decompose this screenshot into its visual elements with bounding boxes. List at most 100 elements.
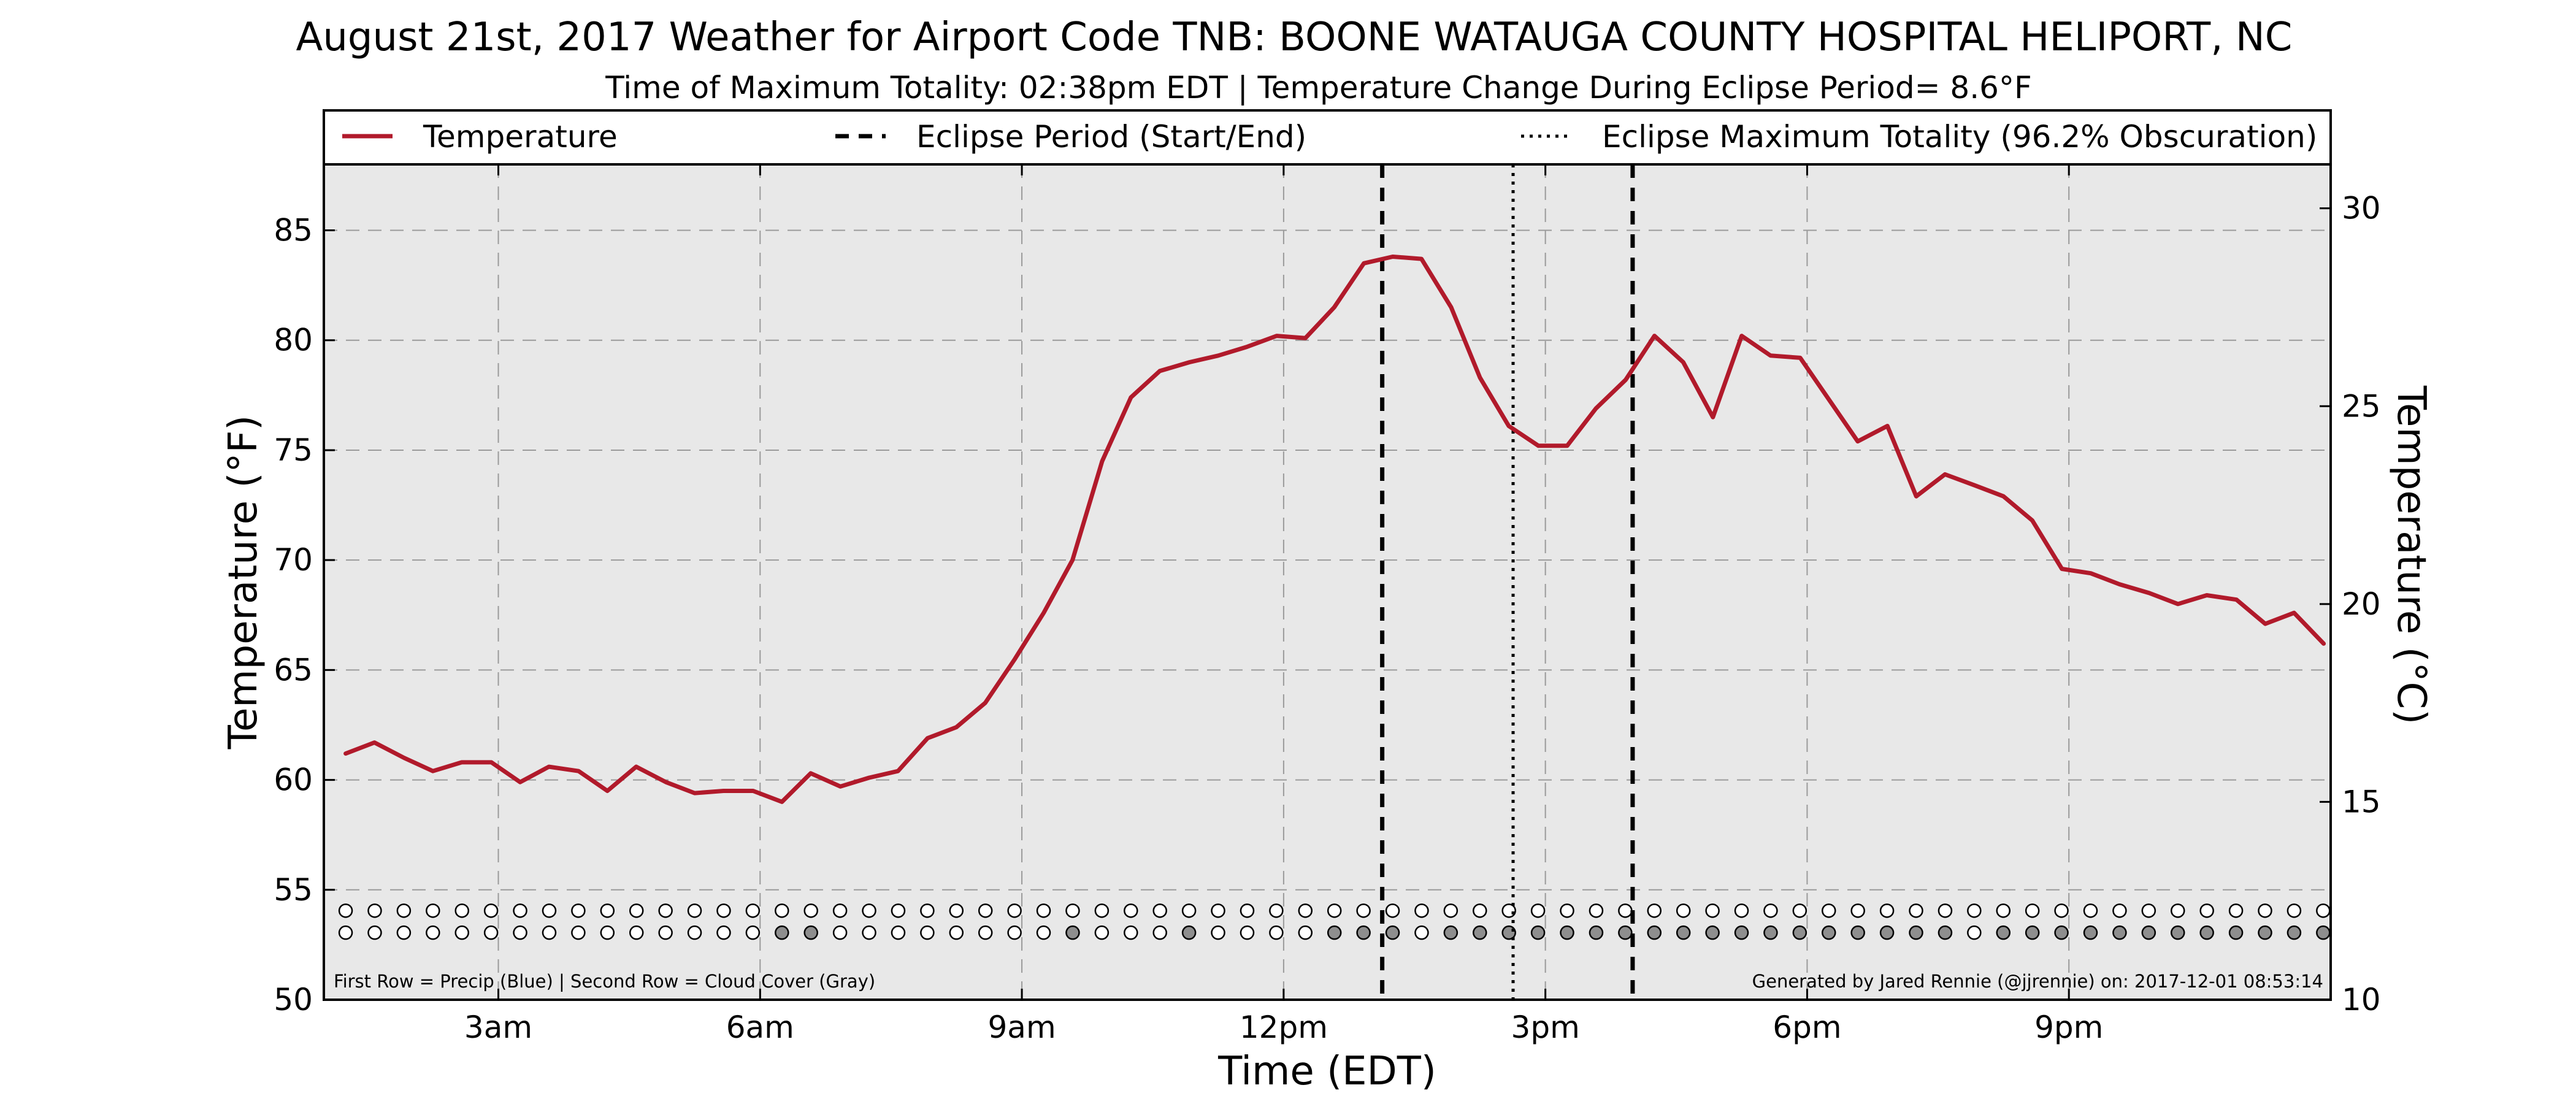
cloud-cover-dot <box>1938 925 1953 940</box>
precip-dot <box>483 903 499 918</box>
y-tick-label: 65 <box>274 652 313 688</box>
precip-dot <box>2316 903 2331 918</box>
cloud-cover-dot <box>2316 925 2331 940</box>
generated-by-note: Generated by Jared Rennie (@jjrennie) on… <box>1752 971 2323 992</box>
cloud-cover-dot <box>1909 925 1923 940</box>
precip-dot <box>1705 903 1720 918</box>
cloud-cover-dot <box>891 925 906 940</box>
precip-dot <box>1269 903 1284 918</box>
precip-dot <box>716 903 731 918</box>
cloud-cover-dot <box>658 925 673 940</box>
precip-dot <box>658 903 673 918</box>
precip-dot <box>1676 903 1691 918</box>
precip-dot <box>1356 903 1371 918</box>
cloud-cover-dot <box>542 925 557 940</box>
cloud-cover-dot <box>1589 925 1604 940</box>
precip-dot <box>1094 903 1110 918</box>
precip-dot <box>2054 903 2069 918</box>
precip-dot <box>2170 903 2185 918</box>
plot-area <box>324 164 2331 1000</box>
cloud-cover-dot <box>396 925 412 940</box>
cloud-cover-dot <box>1676 925 1691 940</box>
precip-dot <box>396 903 412 918</box>
cloud-cover-dot <box>803 925 818 940</box>
precip-dot <box>1065 903 1080 918</box>
cloud-cover-dot <box>1327 925 1342 940</box>
precip-dot <box>600 903 615 918</box>
precip-dot <box>862 903 876 918</box>
precip-dot <box>1909 903 1923 918</box>
cloud-cover-dot <box>2141 925 2156 940</box>
precip-dot <box>1501 903 1516 918</box>
cloud-cover-dot <box>920 925 935 940</box>
x-tick-label: 3am <box>464 1010 532 1045</box>
y-right-tick-label: 20 <box>2342 586 2381 622</box>
precip-dot <box>2112 903 2127 918</box>
precip-dot <box>745 903 761 918</box>
cloud-cover-dot <box>1879 925 1895 940</box>
precip-dot <box>1618 903 1633 918</box>
y-right-tick-label: 15 <box>2342 784 2381 819</box>
precip-dot <box>2199 903 2214 918</box>
precip-dot <box>1473 903 1487 918</box>
cloud-cover-dot <box>571 925 586 940</box>
cloud-cover-dot <box>1356 925 1371 940</box>
precip-dot <box>1560 903 1574 918</box>
cloud-cover-dot <box>862 925 876 940</box>
precip-dot <box>1879 903 1895 918</box>
precip-dot <box>1443 903 1459 918</box>
precip-dot <box>1181 903 1197 918</box>
precip-dot <box>1385 903 1400 918</box>
cloud-cover-dot <box>745 925 761 940</box>
x-axis-label: Time (EDT) <box>1217 1049 1436 1094</box>
precip-dot <box>426 903 440 918</box>
series-layer <box>343 255 2326 804</box>
legend-label-eclipse-period: Eclipse Period (Start/End) <box>916 119 1306 155</box>
cloud-cover-dot <box>2083 925 2098 940</box>
precip-dot <box>1967 903 1982 918</box>
cloud-cover-dot <box>1065 925 1080 940</box>
cloud-cover-dot <box>1850 925 1865 940</box>
cloud-cover-dot <box>2199 925 2214 940</box>
precip-dot <box>2287 903 2302 918</box>
cloud-cover-dot <box>1240 925 1255 940</box>
cloud-cover-dot <box>454 925 469 940</box>
chart-title: August 21st, 2017 Weather for Airport Co… <box>296 15 2293 60</box>
cloud-cover-dot <box>1473 925 1487 940</box>
y-tick-label: 80 <box>274 323 313 358</box>
cloud-cover-dot <box>1414 925 1429 940</box>
cloud-cover-dot <box>1211 925 1225 940</box>
precip-dot <box>1211 903 1225 918</box>
precip-dot <box>1792 903 1807 918</box>
cloud-cover-dot <box>2287 925 2302 940</box>
legend-label-eclipse-max: Eclipse Maximum Totality (96.2% Obscurat… <box>1602 119 2317 155</box>
precip-dot <box>338 903 353 918</box>
legend-label-temperature: Temperature <box>423 119 618 155</box>
cloud-cover-dot <box>716 925 731 940</box>
y-tick-label: 50 <box>274 982 313 1018</box>
cloud-cover-dot <box>1734 925 1749 940</box>
cloud-cover-dot <box>2054 925 2069 940</box>
cloud-cover-dot <box>1996 925 2011 940</box>
x-tick-label: 12pm <box>1240 1010 1328 1045</box>
cloud-cover-dot <box>600 925 615 940</box>
cloud-cover-dot <box>513 925 527 940</box>
precip-dot <box>920 903 935 918</box>
cloud-cover-dot <box>687 925 702 940</box>
cloud-cover-dot <box>1036 925 1051 940</box>
precip-dot <box>1996 903 2011 918</box>
precip-dot <box>2025 903 2040 918</box>
cloud-cover-dot <box>2170 925 2185 940</box>
precip-dot <box>1647 903 1662 918</box>
cloud-cover-dot <box>978 925 993 940</box>
precip-dot <box>978 903 993 918</box>
y-right-tick-label: 10 <box>2342 982 2381 1018</box>
precip-dot <box>775 903 789 918</box>
cloud-cover-dot <box>483 925 499 940</box>
cloud-cover-dot <box>1560 925 1574 940</box>
precip-dot <box>367 903 382 918</box>
precip-dot <box>687 903 702 918</box>
cloud-cover-dot <box>2025 925 2040 940</box>
precip-dot <box>1152 903 1167 918</box>
cloud-cover-dot <box>1152 925 1167 940</box>
